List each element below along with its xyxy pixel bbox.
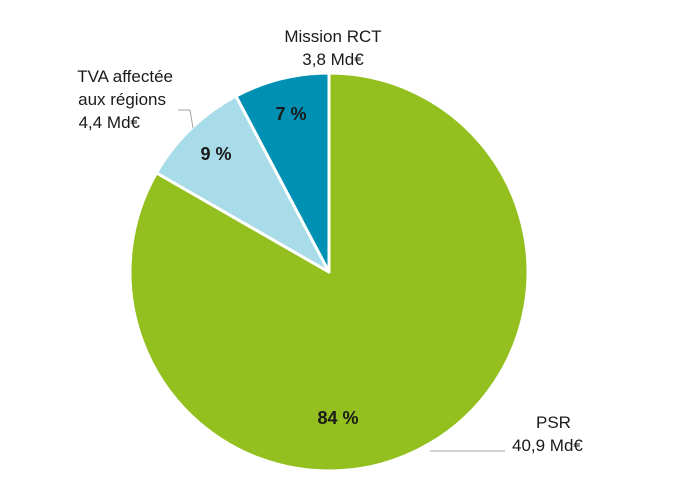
percent-label-tva: 9 % [200, 144, 231, 164]
pie-slice-rct [234, 71, 331, 274]
category-label-tva-line1: TVA affectée [77, 67, 173, 86]
leader-lines [178, 109, 505, 452]
category-label-psr: PSR [536, 413, 571, 432]
percent-label-rct: 7 % [275, 104, 306, 124]
value-label-rct: 3,8 Md€ [302, 50, 364, 69]
category-label-tva-line2: aux régions [78, 90, 166, 109]
value-label-psr: 40,9 Md€ [512, 436, 583, 455]
category-label-rct: Mission RCT [284, 27, 381, 46]
pie-slice-tva [154, 94, 331, 274]
pie-slice-psr [128, 71, 530, 473]
pie-slices [128, 71, 530, 473]
leader-line-tva [178, 109, 194, 129]
value-label-tva: 4,4 Md€ [79, 113, 141, 132]
percent-label-psr: 84 % [317, 408, 358, 428]
